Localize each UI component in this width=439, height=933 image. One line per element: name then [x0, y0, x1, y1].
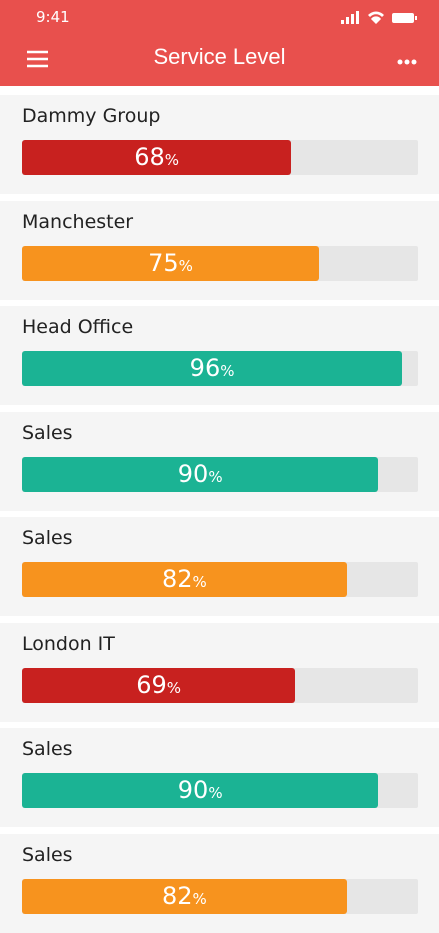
value-number: 75: [148, 248, 179, 277]
service-label: Manchester: [22, 210, 134, 233]
progress-track: 82%: [22, 878, 418, 914]
value-unit: %: [220, 362, 235, 380]
service-card[interactable]: Head Office 96%: [0, 306, 439, 405]
value-number: 96: [189, 354, 221, 382]
progress-value: 90%: [22, 773, 378, 808]
app-header: 9:41 Service Level: [0, 0, 439, 86]
value-number: 69: [136, 670, 167, 699]
service-label: Sales: [22, 843, 73, 866]
progress-fill: [22, 456, 379, 492]
menu-button[interactable]: [27, 50, 48, 68]
progress-value: 90%: [22, 457, 378, 492]
value-number: 68: [134, 143, 165, 171]
service-card[interactable]: London IT 69%: [0, 622, 439, 722]
more-button[interactable]: [397, 59, 417, 65]
value-unit: %: [178, 256, 193, 275]
app-screen: 9:41 Service Level Dammy Group 68% Manches…: [0, 0, 439, 914]
progress-track: 69%: [22, 667, 418, 703]
progress-value: 75%: [22, 246, 319, 281]
value-unit: %: [192, 889, 207, 908]
progress-track: 82%: [22, 562, 418, 597]
progress-value: 96%: [22, 351, 402, 386]
service-card[interactable]: Sales 90%: [0, 728, 439, 827]
service-label: London IT: [22, 632, 115, 655]
value-number: 82: [161, 881, 193, 910]
value-unit: %: [208, 467, 223, 486]
progress-fill: [22, 351, 403, 386]
service-label: Sales: [22, 527, 73, 549]
progress-track: 90%: [22, 773, 418, 808]
service-label: Dammy Group: [22, 105, 161, 127]
value-number: 90: [177, 776, 209, 804]
value-unit: %: [164, 151, 180, 169]
status-time: 9:41: [36, 8, 70, 26]
header-title: Service Level: [153, 44, 286, 69]
progress-fill: [22, 245, 319, 281]
service-card[interactable]: Manchester 75%: [0, 200, 439, 300]
service-card[interactable]: Sales 82%: [0, 833, 439, 933]
progress-fill: [22, 773, 379, 808]
value-unit: %: [208, 784, 223, 802]
value-number: 82: [161, 565, 193, 593]
service-card[interactable]: Sales 82%: [0, 517, 439, 616]
service-label: Head Office: [22, 316, 134, 338]
progress-value: 82%: [22, 562, 347, 597]
progress-value: 69%: [22, 668, 295, 703]
value-unit: %: [166, 678, 182, 697]
progress-fill: [22, 562, 347, 597]
progress-value: 82%: [22, 879, 347, 914]
header-icons: [27, 11, 417, 68]
service-label: Sales: [22, 738, 73, 760]
service-label: Sales: [22, 421, 73, 444]
progress-value: 68%: [22, 140, 291, 175]
progress-fill: [22, 140, 292, 175]
value-number: 90: [177, 459, 209, 488]
progress-fill: [22, 667, 296, 703]
progress-track: 96%: [22, 351, 418, 386]
service-card[interactable]: Sales 90%: [0, 411, 439, 511]
progress-track: 90%: [22, 456, 418, 492]
progress-track: 68%: [22, 140, 418, 175]
status-icons: [341, 11, 417, 24]
service-card[interactable]: Dammy Group 68%: [0, 95, 439, 194]
progress-track: 75%: [22, 245, 418, 281]
value-unit: %: [192, 573, 207, 591]
